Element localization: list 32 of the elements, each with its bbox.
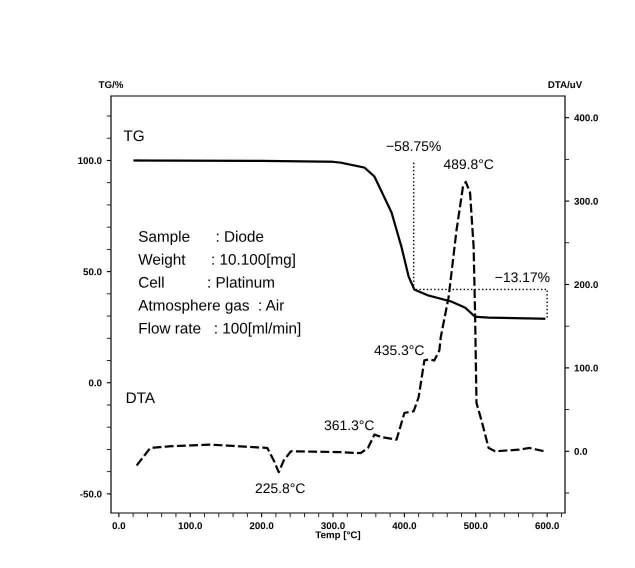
- y2-axis-title: DTA/uV: [548, 80, 582, 88]
- y2-tick-label: 0.0: [574, 448, 588, 455]
- x-tick-label: 100.0: [178, 522, 202, 530]
- x-tick-label: 600.0: [535, 522, 559, 530]
- y-tick-label: -50.0: [80, 490, 102, 498]
- annotation: Atmosphere gas : Air: [138, 299, 284, 314]
- y2-tick-label: 100.0: [574, 364, 598, 372]
- y2-tick-label: 200.0: [574, 281, 598, 288]
- x-tick-label: 200.0: [250, 522, 274, 530]
- series-label: TG: [124, 130, 144, 142]
- annotation: 489.8°C: [444, 159, 494, 170]
- x-tick-label: 300.0: [321, 522, 345, 530]
- annotation: −58.75%: [386, 141, 441, 152]
- annotation: Sample : Diode: [138, 230, 264, 245]
- text: DTA: [126, 392, 155, 403]
- y-axis-title: TG/%: [98, 80, 124, 88]
- annotation: −13.17%: [495, 272, 550, 282]
- x-axis-title: Temp [°C]: [315, 531, 360, 540]
- annotation: Weight : 10.100[mg]: [138, 254, 295, 268]
- y-tick-label: 100.0: [78, 157, 102, 164]
- annotation: Cell : Platinum: [139, 276, 274, 288]
- annotation: 361.3°C: [324, 420, 374, 430]
- x-tick-label: 400.0: [392, 522, 416, 530]
- x-tick-label: 0.0: [112, 522, 126, 530]
- annotation: 435.3°C: [374, 345, 424, 356]
- y2-tick-label: 300.0: [574, 198, 598, 205]
- y-tick-label: 50.0: [83, 268, 102, 276]
- y-tick-label: 0.0: [88, 379, 102, 386]
- y2-tick-label: 400.0: [574, 114, 598, 122]
- x-tick-label: 500.0: [464, 522, 488, 530]
- annotation: 225.8°C: [256, 483, 305, 494]
- annotation: Flow rate : 100[ml/min]: [139, 322, 300, 337]
